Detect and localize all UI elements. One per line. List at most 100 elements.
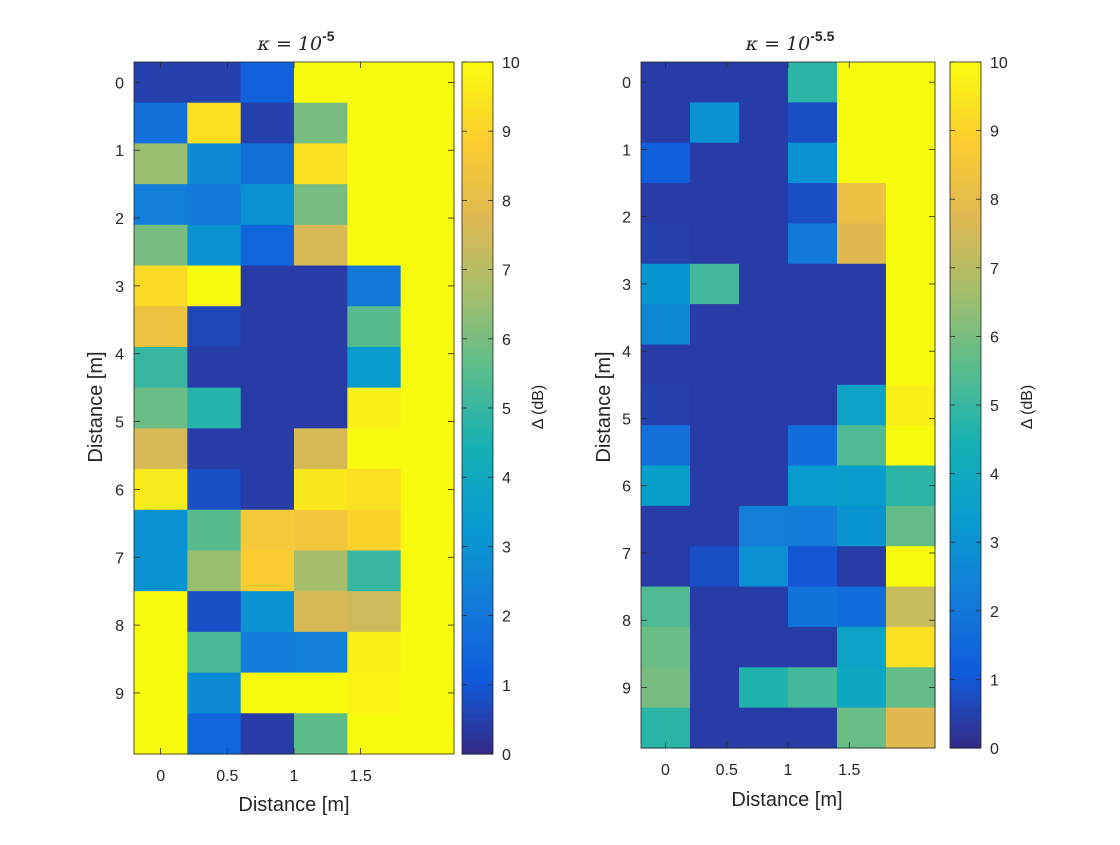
colorbar-segment <box>462 546 493 553</box>
colorbar-segment <box>462 200 493 207</box>
colorbar-segment <box>462 598 493 605</box>
heatmap-cell <box>240 509 295 552</box>
heatmap-cell <box>641 263 691 305</box>
colorbar-segment <box>462 638 493 646</box>
x-axis-label-left: Distance [m] <box>238 794 349 816</box>
y-tick-label: 5 <box>622 411 631 428</box>
colorbar-segment <box>950 342 981 349</box>
heatmap-cell <box>187 224 242 267</box>
colorbar-segment <box>950 313 981 320</box>
colorbar-segment <box>950 656 981 663</box>
heatmap-cell <box>187 713 242 755</box>
colorbar-segment <box>462 154 493 161</box>
colorbar-segment <box>950 250 981 257</box>
heatmap-cell <box>837 667 887 709</box>
heatmap-cell <box>690 102 740 144</box>
heatmap-cell <box>788 223 838 265</box>
colorbar-tick-label: 9 <box>502 124 511 141</box>
colorbar-segment <box>950 290 981 297</box>
heatmap-cell <box>187 184 242 226</box>
heatmap-cell <box>294 631 348 674</box>
y-tick-label: 9 <box>622 680 631 697</box>
colorbar-segment <box>950 422 981 429</box>
heatmap-cell <box>294 469 348 511</box>
colorbar-segment <box>950 222 981 229</box>
x-tick-label: 1.5 <box>350 768 372 785</box>
colorbar-segment <box>950 187 981 195</box>
colorbar-segment <box>950 736 981 743</box>
colorbar-tick-label: 4 <box>990 467 999 484</box>
colorbar-segment <box>950 502 981 509</box>
colorbar-segment <box>950 496 981 503</box>
colorbar-segment <box>462 442 493 449</box>
colorbar-segment <box>950 525 981 532</box>
colorbar-segment <box>950 273 981 280</box>
heatmap-cell <box>788 263 838 305</box>
heatmap-cell <box>187 306 242 348</box>
colorbar-segment <box>462 632 493 640</box>
colorbar-segment <box>950 445 981 452</box>
heatmap-cell <box>739 263 789 305</box>
colorbar-tick-label: 7 <box>990 261 999 278</box>
heatmap-cell <box>788 344 838 386</box>
colorbar-segment <box>462 263 493 271</box>
colorbar-segment <box>462 725 493 732</box>
heatmap-cell <box>294 672 348 714</box>
colorbar-segment <box>462 292 493 300</box>
heatmap-cell <box>347 62 402 104</box>
heatmap-cell <box>187 631 242 674</box>
heatmap-cell <box>837 425 887 467</box>
colorbar-segment <box>950 696 981 703</box>
heatmap-cell <box>886 62 936 103</box>
colorbar-segment <box>462 333 493 340</box>
heatmap-cell <box>400 184 455 226</box>
y-tick-label: 8 <box>622 613 631 630</box>
colorbar-tick-label: 0 <box>502 747 511 764</box>
colorbar-segment <box>950 244 981 252</box>
colorbar-segment <box>950 576 981 583</box>
heatmap-cell <box>886 183 936 225</box>
colorbar-segment <box>462 344 493 351</box>
heatmap-cell <box>886 223 936 265</box>
heatmap-cell <box>134 184 188 226</box>
colorbar-segment <box>462 511 493 519</box>
heatmap-left: 0 0.5 1 1.5 0 1 2 3 4 5 6 7 8 9 <box>115 61 455 785</box>
colorbar-segment <box>462 477 493 484</box>
colorbar-segment <box>950 216 981 223</box>
heatmap-cell <box>240 550 295 592</box>
colorbar-segment <box>462 609 493 617</box>
heatmap-cell <box>739 304 789 346</box>
colorbar-segment <box>950 405 981 412</box>
colorbar-segment <box>462 177 493 184</box>
heatmap-cell <box>837 263 887 305</box>
colorbar-segment <box>950 204 981 212</box>
heatmap-cell <box>641 344 691 386</box>
y-tick-label: 6 <box>115 482 124 499</box>
colorbar-segment <box>950 256 981 263</box>
y-tick-label: 4 <box>115 347 124 364</box>
colorbar-segment <box>462 621 493 628</box>
subplot-left-title: κ = 10-5 <box>256 28 334 55</box>
colorbar-segment <box>950 267 981 275</box>
heatmap-cell <box>347 184 402 226</box>
heatmap-cell <box>400 306 455 348</box>
colorbar-tick-label: 8 <box>502 193 511 210</box>
colorbar-segment <box>462 183 493 190</box>
colorbar-segment <box>462 661 493 669</box>
colorbar-tick-label: 4 <box>502 470 511 487</box>
heatmap-cell <box>134 509 188 552</box>
heatmap-cell <box>739 546 789 588</box>
colorbar-segment <box>950 62 981 69</box>
heatmap-cell <box>134 265 188 307</box>
subplot-left: κ = 10-5 0 0.5 1 1.5 0 1 2 3 4 5 6 7 8 9 Distance [m]… <box>85 28 547 816</box>
colorbar-segment <box>462 696 493 703</box>
heatmap-cell <box>400 672 455 714</box>
heatmap-cell <box>788 667 838 709</box>
colorbar-segment <box>462 707 493 715</box>
colorbar-segment <box>950 73 981 80</box>
colorbar-segment <box>950 296 981 303</box>
heatmap-cell <box>690 62 740 103</box>
colorbar-segment <box>462 523 493 530</box>
heatmap-cell <box>294 509 348 552</box>
colorbar-segment <box>462 350 493 357</box>
